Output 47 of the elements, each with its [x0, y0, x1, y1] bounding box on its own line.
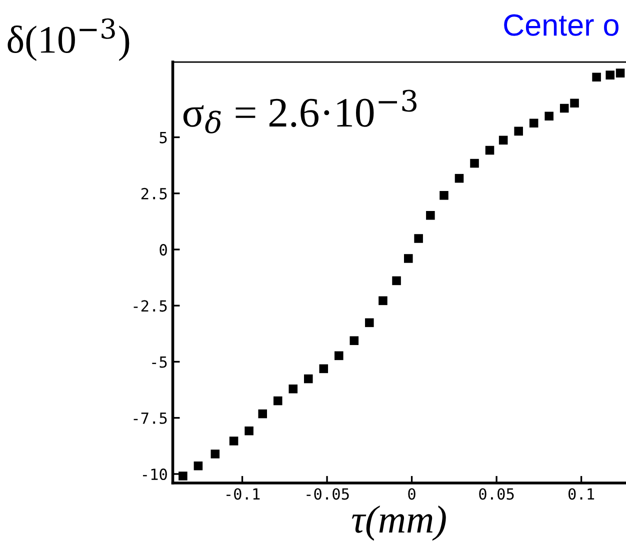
- y-tick-label: 5: [160, 132, 167, 144]
- point: [498, 136, 508, 145]
- point: [560, 104, 569, 113]
- point: [440, 191, 448, 200]
- point: [404, 254, 413, 263]
- x-axis-title: τ(mm): [352, 505, 446, 541]
- point: [365, 318, 374, 328]
- point: [229, 436, 238, 446]
- x-tick-label: -0.05: [306, 488, 349, 500]
- chart-title: Center o: [504, 14, 618, 36]
- point: [350, 336, 359, 346]
- point: [470, 158, 479, 168]
- point: [194, 462, 203, 470]
- point: [258, 409, 268, 418]
- point: [288, 384, 298, 394]
- point: [244, 426, 254, 436]
- x-tick-label: 0.05: [479, 488, 514, 500]
- y-tick-label: -7.5: [134, 412, 167, 424]
- point: [378, 296, 388, 306]
- point: [529, 118, 538, 128]
- y-tick-label: -2.5: [134, 300, 167, 312]
- y-tick-label: 0: [160, 244, 167, 256]
- point: [592, 72, 601, 82]
- point: [606, 70, 615, 80]
- point: [178, 472, 188, 480]
- x-tick-label: 0.1: [568, 488, 594, 500]
- point: [514, 126, 523, 136]
- point: [392, 276, 401, 286]
- point: [426, 210, 435, 220]
- x-tick-label: 0: [408, 488, 416, 500]
- annotation: σ$_{δ}$ = 2.6·10$^{−3}$: [183, 90, 416, 134]
- y-axis-title: δ(10$^{−3}$): [8, 18, 130, 61]
- point: [334, 351, 344, 360]
- point: [304, 374, 313, 384]
- point: [454, 174, 464, 183]
- x-tick-label: -0.1: [226, 488, 260, 500]
- point: [544, 112, 554, 121]
- point: [319, 364, 328, 374]
- point: [414, 234, 423, 243]
- point: [570, 98, 579, 108]
- y-tick-label: -10: [142, 468, 167, 480]
- y-tick-label: 2.5: [141, 188, 167, 200]
- y-tick-label: -5: [152, 356, 167, 368]
- point: [210, 450, 220, 458]
- point: [616, 68, 625, 78]
- point: [273, 396, 282, 406]
- point: [485, 146, 494, 155]
